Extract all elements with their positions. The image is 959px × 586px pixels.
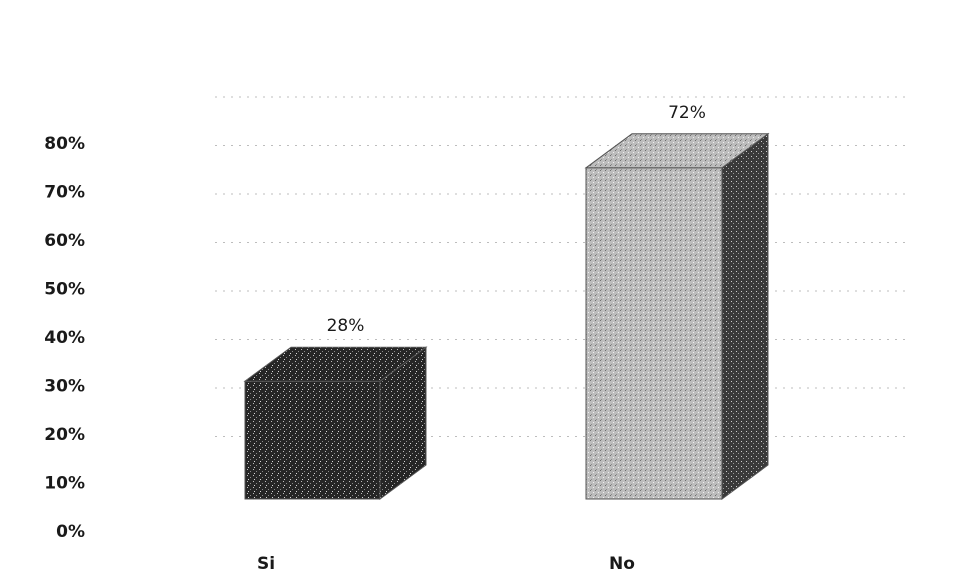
y-tick-label: 10% — [44, 474, 85, 494]
bar-front — [244, 380, 381, 500]
data-labels: 28% 72% — [327, 103, 706, 336]
y-tick-label: 30% — [44, 377, 85, 397]
y-tick-label: 40% — [44, 328, 85, 348]
y-axis: 0% 10% 20% 30% 40% 50% 60% 70% 80% — [44, 134, 85, 542]
bar-front — [585, 167, 723, 500]
y-tick-label: 60% — [44, 231, 85, 251]
data-label: 28% — [327, 316, 365, 336]
data-label: 72% — [668, 103, 706, 123]
bar-no — [584, 132, 770, 500]
gridlines — [215, 96, 905, 437]
y-tick-label: 20% — [44, 425, 85, 445]
y-tick-label: 70% — [44, 183, 85, 203]
y-tick-label: 80% — [44, 134, 85, 154]
x-tick-label: No — [609, 554, 635, 574]
bar-side — [721, 132, 769, 500]
bars — [243, 132, 770, 500]
x-axis: Si No — [257, 554, 635, 574]
y-tick-label: 50% — [44, 280, 85, 300]
bar-top — [243, 346, 428, 382]
x-tick-label: Si — [257, 554, 275, 574]
bar-top — [584, 133, 770, 169]
y-tick-label: 0% — [56, 522, 85, 542]
bar-si — [243, 346, 428, 500]
